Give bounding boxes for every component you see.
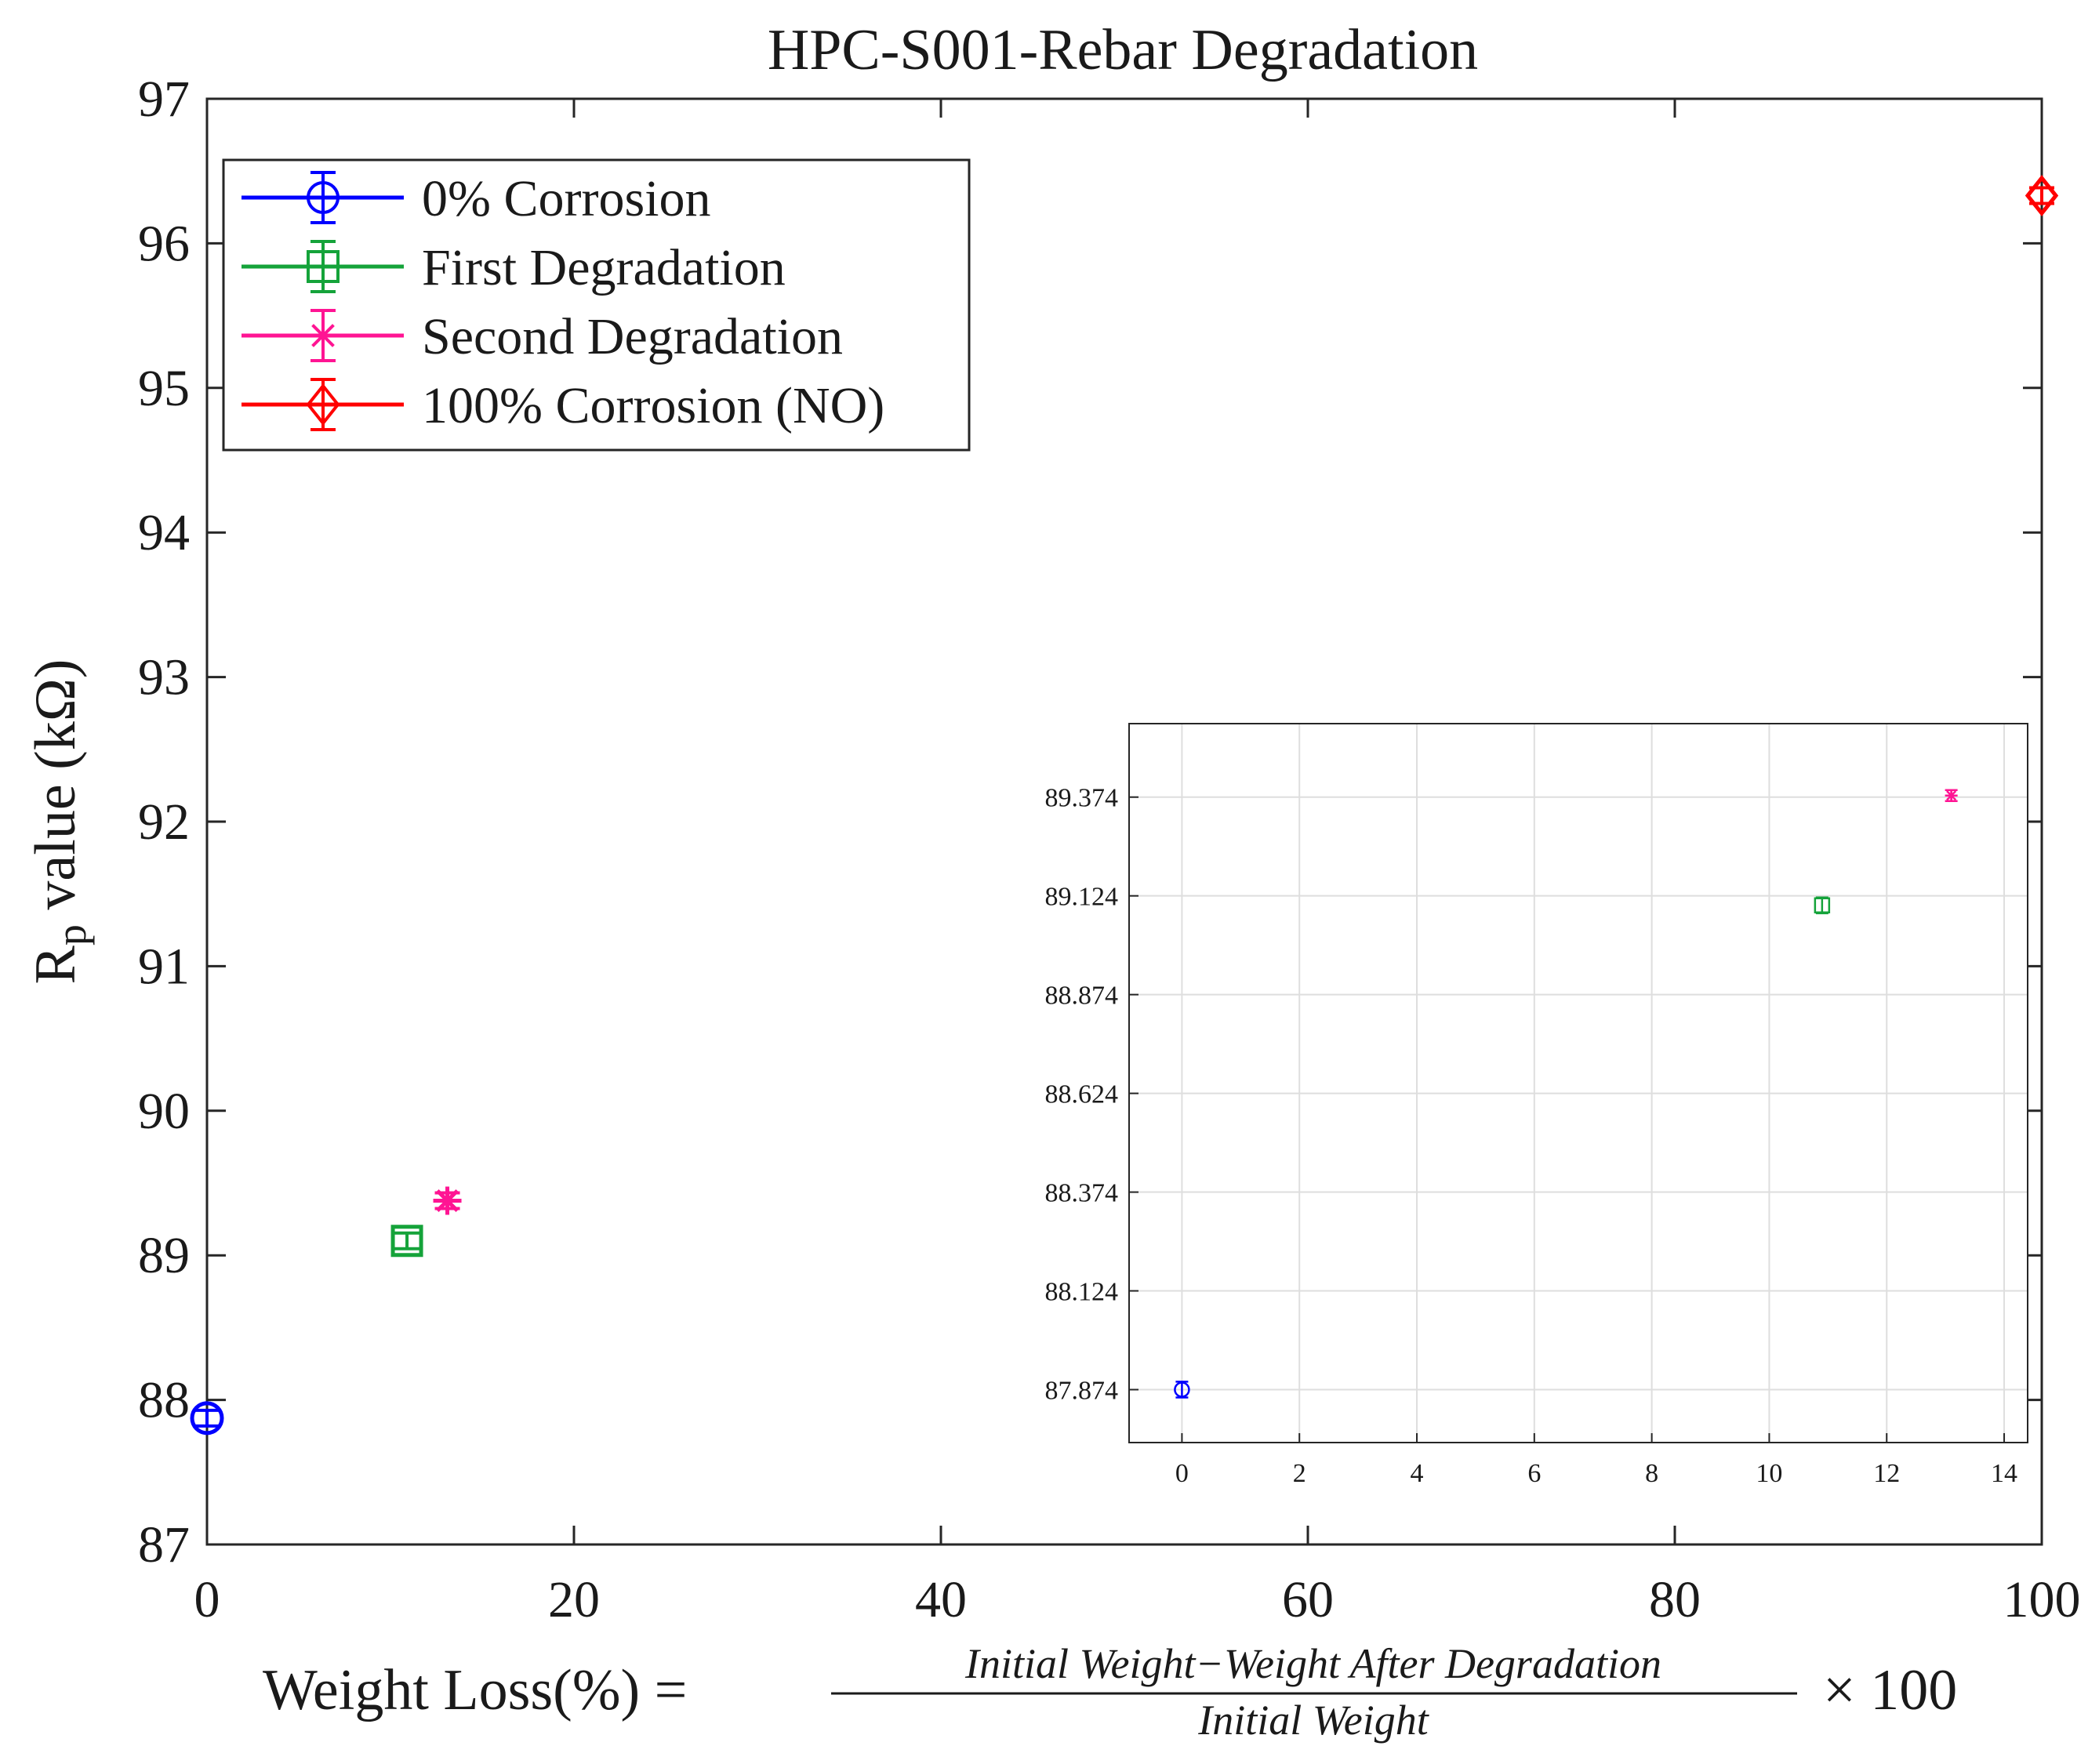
inset-data-points: [1174, 789, 1958, 1399]
legend-label-1: First Degradation: [422, 239, 786, 296]
inset-y-tick-label-2: 88.374: [1045, 1179, 1119, 1208]
y-tick-label-87: 87: [138, 1516, 190, 1573]
x-axis-label-prefix: Weight Loss(%) =: [263, 1658, 687, 1722]
inset-y-tick-label-3: 88.624: [1045, 1080, 1119, 1109]
inset-grid: [1129, 724, 2028, 1443]
inset-tick-labels: 0 2 4 6 8 10 12 14 87.874 88.124 88.374 88.624 88.87…: [1045, 784, 2018, 1488]
x-axis-label-numerator: Initial Weight−Weight After Degradation: [964, 1640, 1661, 1687]
x-tick-label-40: 40: [915, 1571, 967, 1628]
legend-label-3: 100% Corrosion (NO): [422, 377, 884, 434]
y-tick-label-90: 90: [138, 1083, 190, 1140]
y-axis-label-sub: p: [48, 924, 95, 946]
main-errorbar-1: [394, 1231, 420, 1250]
legend-entry-0: 0% Corrosion: [241, 170, 710, 227]
main-point-0: [190, 1401, 224, 1436]
inset-y-tick-label-0: 87.874: [1045, 1376, 1119, 1405]
legend-box: [222, 158, 971, 452]
legend-marker-3: [306, 383, 340, 426]
inset-y-tick-label-1: 88.124: [1045, 1278, 1119, 1307]
legend-entry-3: 100% Corrosion (NO): [241, 377, 884, 434]
y-tick-label-97: 97: [138, 71, 190, 128]
legend-entry-1: First Degradation: [241, 239, 786, 296]
x-tick-label-0: 0: [194, 1571, 220, 1628]
inset-point-0: [1174, 1381, 1190, 1398]
y-tick-label-91: 91: [138, 938, 190, 995]
x-axis-label: Weight Loss(%) = Initial Weight−Weight A…: [263, 1640, 1957, 1744]
y-axis-label-main: R: [24, 945, 88, 984]
main-point-3: [2025, 175, 2059, 217]
legend-errorbar-0: [310, 171, 336, 224]
y-axis-label-rest: value (kΩ): [24, 659, 88, 925]
legend-label-0: 0% Corrosion: [422, 170, 710, 227]
main-point-2: [433, 1186, 462, 1215]
inset-point-2-ray: [1946, 790, 1957, 801]
y-tick-label-94: 94: [138, 504, 190, 561]
inset-x-tick-label-6: 6: [1527, 1459, 1541, 1488]
y-tick-label-89: 89: [138, 1227, 190, 1284]
inset-point-0-shape: [1174, 1381, 1190, 1398]
inset-x-tick-label-4: 4: [1411, 1459, 1424, 1488]
inset-x-tick-label-2: 2: [1293, 1459, 1306, 1488]
main-point-2-ray: [436, 1189, 459, 1212]
main-point-3-shape: [2025, 175, 2059, 217]
inset-x-tick-label-0: 0: [1175, 1459, 1189, 1488]
y-tick-label-93: 93: [138, 649, 190, 706]
legend-marker-2-ray: [311, 324, 335, 347]
legend-entry-2: Second Degradation: [241, 308, 843, 365]
main-point-1: [390, 1225, 423, 1258]
legend: 0% Corrosion First Degradation Second Degr…: [222, 158, 971, 452]
legend-marker-1: [307, 250, 340, 283]
legend-marker-3-shape: [306, 383, 340, 426]
inset-plot: 0 2 4 6 8 10 12 14 87.874 88.124 88.374 88.624 88.87…: [1045, 723, 2028, 1488]
x-tick-label-100: 100: [2003, 1571, 2081, 1628]
inset-point-1: [1814, 897, 1831, 914]
inset-plot-frame: [1128, 723, 2028, 1443]
main-errorbar-0: [194, 1408, 220, 1428]
x-tick-label-60: 60: [1282, 1571, 1334, 1628]
main-data-points: [190, 175, 2059, 1436]
legend-marker-1-shape: [307, 250, 340, 283]
x-axis-label-denominator: Initial Weight: [1197, 1697, 1429, 1744]
y-tick-label-92: 92: [138, 793, 190, 851]
legend-errorbar-1: [310, 240, 336, 293]
legend-entries: 0% Corrosion First Degradation Second Degr…: [241, 170, 884, 434]
main-point-0-shape: [190, 1401, 224, 1436]
legend-marker-0-shape: [307, 181, 340, 214]
x-axis-label-suffix: × 100: [1823, 1658, 1957, 1722]
legend-marker-0: [307, 181, 340, 214]
legend-marker-2: [308, 321, 338, 350]
y-tick-label-88: 88: [138, 1372, 190, 1429]
inset-x-tick-label-14: 14: [1991, 1459, 2017, 1488]
inset-y-tick-label-6: 89.374: [1045, 784, 1119, 813]
inset-point-1-shape: [1814, 897, 1831, 914]
inset-x-tick-label-12: 12: [1873, 1459, 1900, 1488]
x-tick-label-80: 80: [1649, 1571, 1701, 1628]
inset-y-tick-label-5: 89.124: [1045, 883, 1119, 912]
legend-label-2: Second Degradation: [422, 308, 843, 365]
chart-title: HPC-S001-Rebar Degradation: [768, 18, 1478, 82]
inset-ticks: [1129, 796, 2006, 1443]
inset-x-tick-label-10: 10: [1756, 1459, 1782, 1488]
inset-x-tick-label-8: 8: [1645, 1459, 1658, 1488]
y-axis-label: Rp value (kΩ): [24, 659, 95, 985]
main-ticks: [205, 97, 2043, 1546]
y-tick-label-95: 95: [138, 360, 190, 417]
inset-y-tick-label-4: 88.874: [1045, 982, 1119, 1011]
main-point-1-shape: [390, 1225, 423, 1258]
inset-plot-background: [1129, 724, 2028, 1443]
x-tick-label-20: 20: [548, 1571, 600, 1628]
y-tick-label-96: 96: [138, 215, 190, 272]
inset-point-2: [1945, 789, 1958, 802]
